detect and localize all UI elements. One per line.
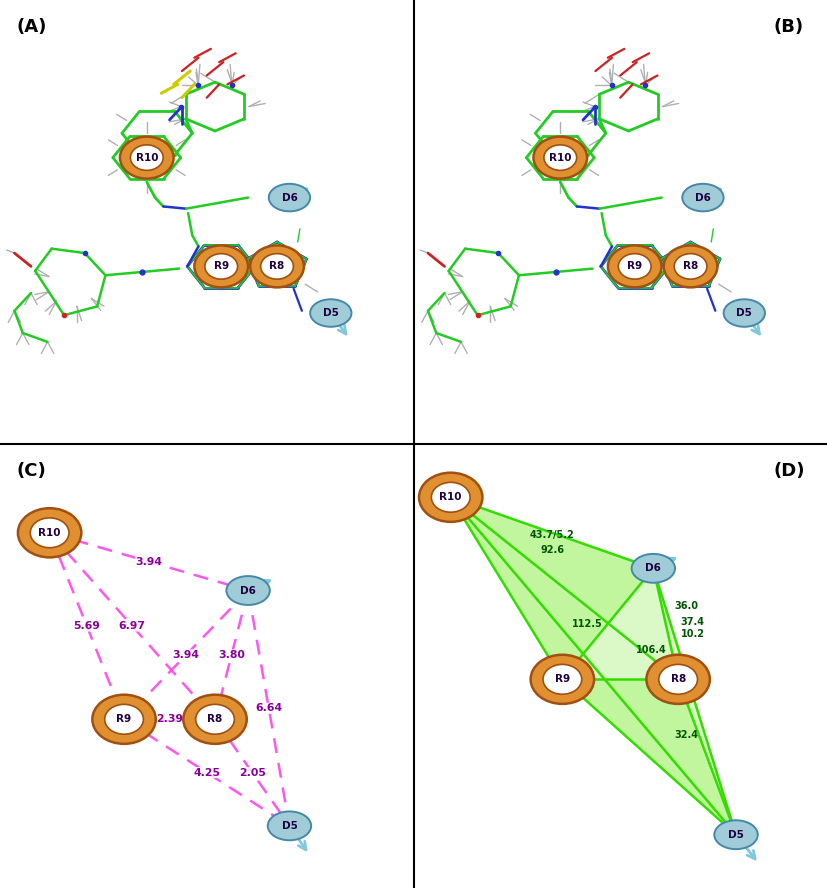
- Ellipse shape: [659, 664, 697, 694]
- Text: D5: D5: [281, 821, 298, 831]
- Ellipse shape: [93, 694, 155, 744]
- Text: R10: R10: [549, 153, 571, 163]
- Text: 3.94: 3.94: [173, 650, 199, 660]
- Text: 5.69: 5.69: [74, 621, 100, 631]
- Text: R9: R9: [117, 714, 131, 725]
- Polygon shape: [562, 679, 736, 835]
- Text: R8: R8: [270, 261, 284, 272]
- Text: 92.6: 92.6: [540, 544, 564, 555]
- Ellipse shape: [105, 704, 143, 734]
- Ellipse shape: [619, 254, 651, 279]
- Ellipse shape: [196, 704, 234, 734]
- Ellipse shape: [664, 245, 717, 288]
- Ellipse shape: [715, 821, 758, 849]
- Ellipse shape: [531, 654, 594, 704]
- Text: 2.39: 2.39: [156, 714, 183, 725]
- Ellipse shape: [120, 137, 174, 178]
- Text: R8: R8: [208, 714, 222, 725]
- Ellipse shape: [608, 245, 662, 288]
- Text: R8: R8: [671, 674, 686, 685]
- Text: R8: R8: [683, 261, 698, 272]
- Text: (A): (A): [17, 18, 47, 36]
- Ellipse shape: [432, 482, 470, 512]
- Ellipse shape: [269, 184, 310, 211]
- Text: D6: D6: [240, 585, 256, 596]
- Ellipse shape: [544, 145, 576, 170]
- Ellipse shape: [632, 554, 675, 583]
- Text: (B): (B): [773, 18, 803, 36]
- Text: 39.6: 39.6: [674, 659, 699, 670]
- Ellipse shape: [227, 576, 270, 605]
- Ellipse shape: [184, 694, 246, 744]
- Ellipse shape: [674, 254, 707, 279]
- Polygon shape: [451, 497, 736, 835]
- Text: 37.4: 37.4: [681, 616, 705, 627]
- Polygon shape: [451, 497, 736, 835]
- Ellipse shape: [205, 254, 237, 279]
- Polygon shape: [451, 497, 653, 679]
- Text: 6.97: 6.97: [119, 621, 146, 631]
- Text: R9: R9: [555, 674, 570, 685]
- Text: D5: D5: [323, 308, 339, 318]
- Ellipse shape: [533, 137, 587, 178]
- Text: 32.4: 32.4: [674, 730, 699, 740]
- Text: R9: R9: [627, 261, 643, 272]
- Ellipse shape: [724, 299, 765, 327]
- Polygon shape: [451, 497, 678, 679]
- Text: R10: R10: [439, 492, 462, 503]
- Text: 43.7/5.2: 43.7/5.2: [529, 530, 575, 540]
- Polygon shape: [653, 568, 736, 835]
- Text: (D): (D): [773, 462, 805, 480]
- Text: D5: D5: [728, 829, 744, 840]
- Text: D5: D5: [736, 308, 753, 318]
- Text: 4.25: 4.25: [194, 767, 220, 778]
- Text: 3.80: 3.80: [218, 650, 245, 660]
- Ellipse shape: [310, 299, 351, 327]
- Text: 2.05: 2.05: [239, 767, 265, 778]
- Ellipse shape: [131, 145, 163, 170]
- Ellipse shape: [194, 245, 248, 288]
- Ellipse shape: [251, 245, 304, 288]
- Text: 3.94: 3.94: [136, 557, 162, 567]
- Ellipse shape: [268, 812, 311, 840]
- Text: D6: D6: [645, 563, 662, 574]
- Text: 10.2: 10.2: [681, 629, 705, 639]
- Text: (C): (C): [17, 462, 46, 480]
- Text: D6: D6: [695, 193, 711, 202]
- Ellipse shape: [261, 254, 294, 279]
- Text: R9: R9: [213, 261, 229, 272]
- Ellipse shape: [18, 508, 81, 558]
- Ellipse shape: [31, 518, 69, 548]
- Text: R10: R10: [136, 153, 158, 163]
- Ellipse shape: [419, 472, 482, 522]
- Text: 36.0: 36.0: [674, 601, 699, 611]
- Text: 106.4: 106.4: [636, 646, 667, 655]
- Text: R10: R10: [38, 527, 61, 538]
- Text: D6: D6: [281, 193, 298, 202]
- Text: 112.5: 112.5: [571, 619, 603, 629]
- Ellipse shape: [682, 184, 724, 211]
- Text: 6.64: 6.64: [256, 703, 282, 713]
- Ellipse shape: [543, 664, 581, 694]
- Ellipse shape: [647, 654, 710, 704]
